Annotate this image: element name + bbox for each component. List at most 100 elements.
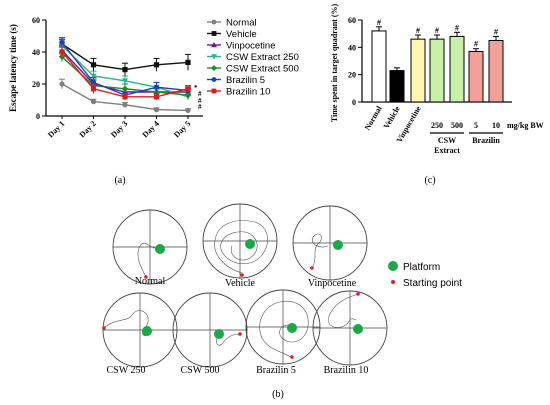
platform-icon (155, 244, 165, 254)
platform-icon (245, 239, 255, 249)
data-point (90, 62, 97, 68)
significance-mark: # (416, 26, 420, 35)
track-label: CSW 500 (181, 365, 220, 376)
x-tick-label: Day 5 (172, 119, 192, 139)
significance-mark: # (198, 97, 202, 105)
legend-marker (211, 42, 217, 48)
start-point-icon (290, 355, 294, 359)
legend-label: CSW Extract 500 (226, 64, 299, 75)
bar (389, 70, 405, 103)
maze-legend: Platform Starting point (388, 261, 462, 289)
data-point (122, 102, 128, 108)
start-point-icon (310, 266, 314, 270)
platform-icon (214, 329, 224, 339)
x-tick-label: Normal (363, 104, 384, 132)
series-brazilin-10 (59, 46, 191, 100)
track-label: Brazilin 5 (256, 365, 296, 376)
bar (449, 35, 465, 103)
legend-marker (211, 65, 217, 71)
platform-icon (287, 323, 297, 333)
y-tick-label: 60 (348, 16, 356, 25)
data-point (122, 94, 128, 100)
track-brazilin-10: Brazilin 10 (312, 290, 388, 376)
data-point (121, 85, 129, 92)
unit-label: mg/kg BW (507, 121, 544, 130)
track-label: Vinpocetine (308, 278, 357, 289)
x-tick-label: Day 1 (46, 119, 66, 139)
bar (429, 38, 445, 103)
y-tick-label: 40 (348, 43, 356, 52)
track-csw-250: CSW 250 (102, 292, 178, 376)
data-point (90, 99, 97, 105)
track-csw-500: CSW 500 (172, 292, 248, 376)
x-tick-label: Vehicle (382, 104, 402, 130)
y-tick-label: 20 (32, 80, 40, 89)
panel-label-a: (a) (114, 175, 125, 186)
legend-start: Starting point (403, 278, 462, 289)
legend-marker (211, 77, 217, 82)
data-point (90, 73, 97, 79)
bar (468, 50, 484, 103)
significance-mark: # (198, 103, 202, 111)
data-point (184, 92, 192, 99)
bar (488, 40, 504, 103)
data-point (122, 78, 128, 84)
x-tick-label: 500 (451, 121, 463, 130)
x-tick-label: 250 (431, 121, 443, 130)
data-point (59, 81, 65, 87)
significance-mark: # (435, 26, 439, 35)
platform-icon (353, 324, 363, 334)
group-label: Brazilin (472, 136, 500, 145)
group-label: CSW (438, 136, 456, 145)
legend-label: Vehicle (226, 29, 257, 40)
x-tick-label: Day 3 (109, 119, 129, 139)
significance-mark: # (198, 90, 202, 98)
legend-label: Normal (226, 18, 257, 29)
x-tick-label: 5 (474, 121, 478, 130)
legend-label: Brazilin 5 (226, 75, 265, 86)
data-point (153, 62, 160, 68)
swim-tracks: Normal Vehicle Vinpocetine Platform (102, 203, 462, 376)
start-point-icon (102, 326, 106, 330)
y-tick-label: 0 (36, 112, 40, 121)
track-label: CSW 250 (107, 365, 146, 376)
legend-marker (211, 19, 217, 25)
bar-chart-target-quadrant: 0 20 40 60 Time spent in target quadrant (%… (330, 4, 544, 155)
start-point-icon (238, 332, 242, 336)
track-brazilin-5: Brazilin 5 (245, 289, 321, 376)
legend-label: Brazilin 10 (226, 87, 270, 98)
data-point (185, 86, 191, 92)
panel-label-b: (b) (272, 389, 284, 400)
significance-mark: # (494, 27, 498, 36)
data-point (153, 94, 160, 100)
y-tick-label: 20 (348, 71, 356, 80)
track-vehicle: Vehicle (202, 203, 278, 289)
track-label: Normal (135, 276, 166, 287)
start-point-icon (356, 292, 360, 296)
y-tick-label: 0 (352, 98, 356, 107)
platform-icon (333, 240, 343, 250)
x-tick-label: Day 2 (78, 119, 98, 139)
y-axis-label: Time spent in target quadrant (%) (330, 4, 339, 123)
track-vinpocetine: Vinpocetine (292, 205, 368, 289)
platform-icon (142, 326, 152, 336)
bar (371, 30, 387, 103)
legend-marker (211, 88, 217, 94)
y-axis-label: Escape latency time (s) (8, 24, 18, 112)
data-point (59, 39, 65, 46)
data-point (153, 107, 160, 113)
significance-mark: # (377, 18, 381, 27)
significance-mark: * (194, 84, 198, 92)
bar (410, 38, 426, 103)
data-point (122, 67, 128, 73)
data-point (59, 49, 65, 55)
panel-label-c: (c) (424, 175, 435, 186)
data-point (185, 59, 191, 65)
y-tick-label: 40 (32, 48, 40, 57)
platform-icon (388, 261, 398, 271)
data-point (90, 86, 97, 92)
significance-mark: # (474, 40, 478, 49)
x-tick-label: 10 (492, 121, 500, 130)
x-tick-label: Day 4 (141, 119, 161, 139)
track-normal: Normal (112, 209, 188, 287)
